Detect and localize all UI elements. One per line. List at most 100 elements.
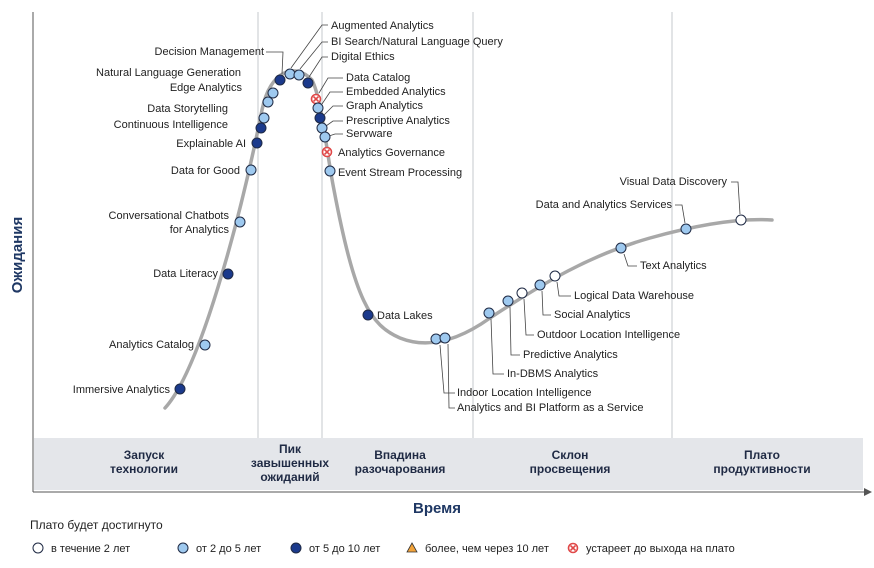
data-point (245, 164, 257, 176)
legend-item-label: в течение 2 лет (51, 543, 130, 555)
point-label: Social Analytics (554, 309, 631, 321)
point-label: BI Search/Natural Language Query (331, 36, 503, 48)
leader-line (299, 41, 328, 70)
point-label: Edge Analytics (170, 82, 243, 94)
point-label: Data for Good (171, 165, 240, 177)
phase-label: Склон (552, 448, 589, 462)
leader-line (556, 281, 571, 297)
phase-label: ожиданий (260, 470, 319, 484)
data-point (680, 223, 692, 235)
data-point (302, 77, 314, 89)
phase-label: Плато (744, 448, 780, 462)
point-label: Continuous Intelligence (114, 119, 228, 131)
point-label: Data Literacy (153, 268, 218, 280)
leader-line (675, 204, 686, 224)
leader-line (490, 318, 504, 375)
point-label: Embedded Analytics (346, 86, 446, 98)
leader-line (439, 344, 455, 394)
data-point (199, 339, 211, 351)
phase-label: Запуск (124, 448, 165, 462)
point-label: Decision Management (155, 46, 264, 58)
data-point (251, 137, 263, 149)
hype-curve-layer (163, 69, 774, 410)
leader-line (325, 120, 343, 127)
data-point (483, 307, 495, 319)
legend-marker (32, 542, 44, 554)
phase-band-bg (34, 438, 863, 490)
legend-marker (177, 542, 189, 554)
phase-label: разочарования (355, 462, 446, 476)
data-point (274, 74, 286, 86)
x-axis-arrow (864, 488, 872, 496)
point-label: In-DBMS Analytics (507, 368, 599, 380)
leader-line (731, 181, 741, 215)
data-point (549, 270, 561, 282)
point-label: Conversational Chatbots for Analytics (109, 210, 230, 236)
data-point (234, 216, 246, 228)
point-label: Immersive Analytics (73, 384, 171, 396)
data-point (439, 332, 451, 344)
leader-line (509, 306, 520, 356)
point-labels: Immersive Analytics Analytics Catalog Data… (73, 20, 728, 414)
phase-label: технологии (110, 462, 178, 476)
legend-item-label: от 2 до 5 лет (196, 543, 261, 555)
point-label: Visual Data Discovery (620, 176, 728, 188)
data-point (735, 214, 747, 226)
legend-item-label: более, чем через 10 лет (425, 543, 549, 555)
phase-label: завышенных (251, 456, 330, 470)
data-point (262, 96, 274, 108)
data-point (430, 333, 442, 345)
leader-line (328, 133, 343, 137)
point-label: Digital Ethics (331, 51, 395, 63)
data-point (516, 287, 528, 299)
x-axis-title: Время (413, 500, 461, 517)
phase-label: продуктивности (713, 462, 810, 476)
legend-title: Плато будет достигнуто (30, 518, 163, 532)
leader-line (321, 91, 343, 105)
data-point (312, 102, 324, 114)
data-point (284, 68, 296, 80)
data-point (615, 242, 627, 254)
data-point (316, 122, 328, 134)
point-label: Predictive Analytics (523, 349, 618, 361)
point-label: Outdoor Location Intelligence (537, 329, 680, 341)
leader-line (266, 51, 284, 75)
leader-line (323, 105, 343, 116)
data-point (319, 131, 331, 143)
data-point (222, 268, 234, 280)
point-label: Natural Language Generation (96, 67, 241, 79)
legend-item-label: устареет до выхода на плато (586, 543, 735, 555)
leader-line (318, 77, 343, 94)
point-label: Data Catalog (346, 72, 410, 84)
data-point (314, 112, 326, 124)
point-label: Graph Analytics (346, 100, 424, 112)
leader-lines (266, 24, 741, 409)
point-label: Indoor Location Intelligence (457, 387, 592, 399)
point-label: Explainable AI (176, 138, 246, 150)
legend-marker (567, 542, 579, 554)
phase-label: Впадина (374, 448, 426, 462)
data-point (267, 87, 279, 99)
phase-label: Пик (279, 442, 302, 456)
chart-frame (32, 12, 872, 496)
data-point (174, 383, 186, 395)
data-point (324, 165, 336, 177)
point-label: Text Analytics (640, 260, 707, 272)
point-label: Data Storytelling (147, 103, 228, 115)
point-label: Data and Analytics Services (536, 199, 673, 211)
point-label: Data Lakes (377, 310, 433, 322)
leader-line (523, 298, 534, 336)
y-axis-title: Ожидания (9, 217, 26, 293)
data-point (321, 146, 333, 158)
data-point (502, 295, 514, 307)
legend: Плато будет достигнуто в течение 2 лет от… (30, 518, 735, 555)
point-label: Analytics and BI Platform as a Service (457, 402, 643, 414)
point-label: Prescriptive Analytics (346, 115, 450, 127)
legend-marker (290, 542, 302, 554)
point-label: Event Stream Processing (338, 167, 462, 179)
data-point (310, 93, 322, 105)
leader-line (290, 24, 328, 69)
data-point (258, 112, 270, 124)
